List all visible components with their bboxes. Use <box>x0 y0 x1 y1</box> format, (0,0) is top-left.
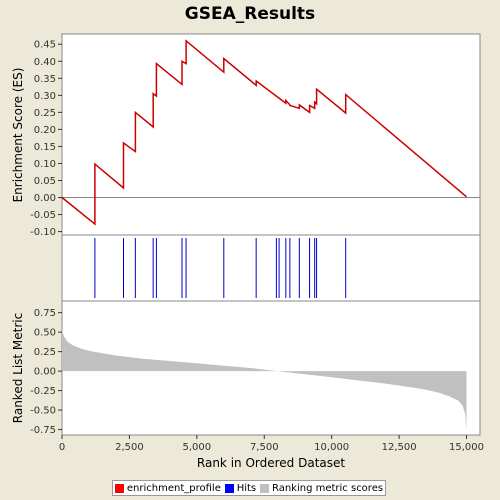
x-axis-label: Rank in Ordered Dataset <box>197 456 345 470</box>
metric-ytick-label: -0.25 <box>30 386 56 397</box>
legend-label-hits: Hits <box>236 482 257 494</box>
metric-ytick-label: 0.50 <box>34 328 56 339</box>
metric-ytick-label: -0.50 <box>30 406 56 417</box>
x-tick-label: 15,000 <box>449 442 484 453</box>
legend-swatch-ranking <box>259 483 269 493</box>
es-ytick-label: 0.10 <box>34 159 56 170</box>
metric-ytick-label: 0.75 <box>34 308 56 319</box>
legend-label-enrichment: enrichment_profile <box>126 482 221 494</box>
hits-marks <box>94 238 347 298</box>
es-ytick-label: -0.10 <box>30 227 56 238</box>
x-tick-label: 7,500 <box>250 442 279 453</box>
x-ticks: 0 2,500 5,000 7,500 10,000 12,500 15,000 <box>59 435 484 453</box>
es-ytick-label: 0.45 <box>34 40 56 51</box>
es-ytick-label: 0.15 <box>34 142 56 153</box>
x-tick-label: 10,000 <box>314 442 349 453</box>
enrichment-profile-line <box>61 39 467 226</box>
es-ytick-label: 0.00 <box>34 193 56 204</box>
metric-y-axis-label: Ranked List Metric <box>11 313 25 423</box>
hits-panel <box>61 234 481 302</box>
es-ytick-label: 0.05 <box>34 176 56 187</box>
chart-title: GSEA_Results <box>184 4 316 24</box>
x-tick-label: 12,500 <box>382 442 417 453</box>
es-ytick-label: 0.35 <box>34 74 56 85</box>
ranking-metric-area <box>62 328 467 431</box>
x-tick-label: 5,000 <box>183 442 212 453</box>
x-tick-label: 0 <box>59 442 65 453</box>
es-panel <box>61 33 481 236</box>
legend-item-enrichment: enrichment_profile <box>114 482 221 494</box>
metric-panel <box>61 300 481 436</box>
legend-label-ranking: Ranking metric scores <box>271 482 384 494</box>
metric-ytick-label: -0.75 <box>30 425 56 436</box>
es-y-ticks: -0.10 -0.05 0.00 0.05 0.10 0.15 0.20 0.25 0.30 0.… <box>30 40 62 238</box>
legend-item-ranking: Ranking metric scores <box>259 482 384 494</box>
metric-ytick-label: 0.00 <box>34 367 56 378</box>
es-y-axis-label: Enrichment Score (ES) <box>11 68 25 203</box>
metric-ytick-label: 0.25 <box>34 347 56 358</box>
legend-swatch-hits <box>224 483 234 493</box>
x-tick-label: 2,500 <box>115 442 144 453</box>
legend: enrichment_profile Hits Ranking metric s… <box>112 480 386 496</box>
legend-swatch-enrichment <box>114 483 124 493</box>
metric-y-ticks: -0.75 -0.50 -0.25 0.00 0.25 0.50 0.75 <box>30 308 62 436</box>
es-ytick-label: -0.05 <box>30 210 56 221</box>
es-ytick-label: 0.25 <box>34 108 56 119</box>
es-ytick-label: 0.20 <box>34 125 56 136</box>
es-ytick-label: 0.30 <box>34 91 56 102</box>
legend-item-hits: Hits <box>224 482 257 494</box>
es-ytick-label: 0.40 <box>34 57 56 68</box>
